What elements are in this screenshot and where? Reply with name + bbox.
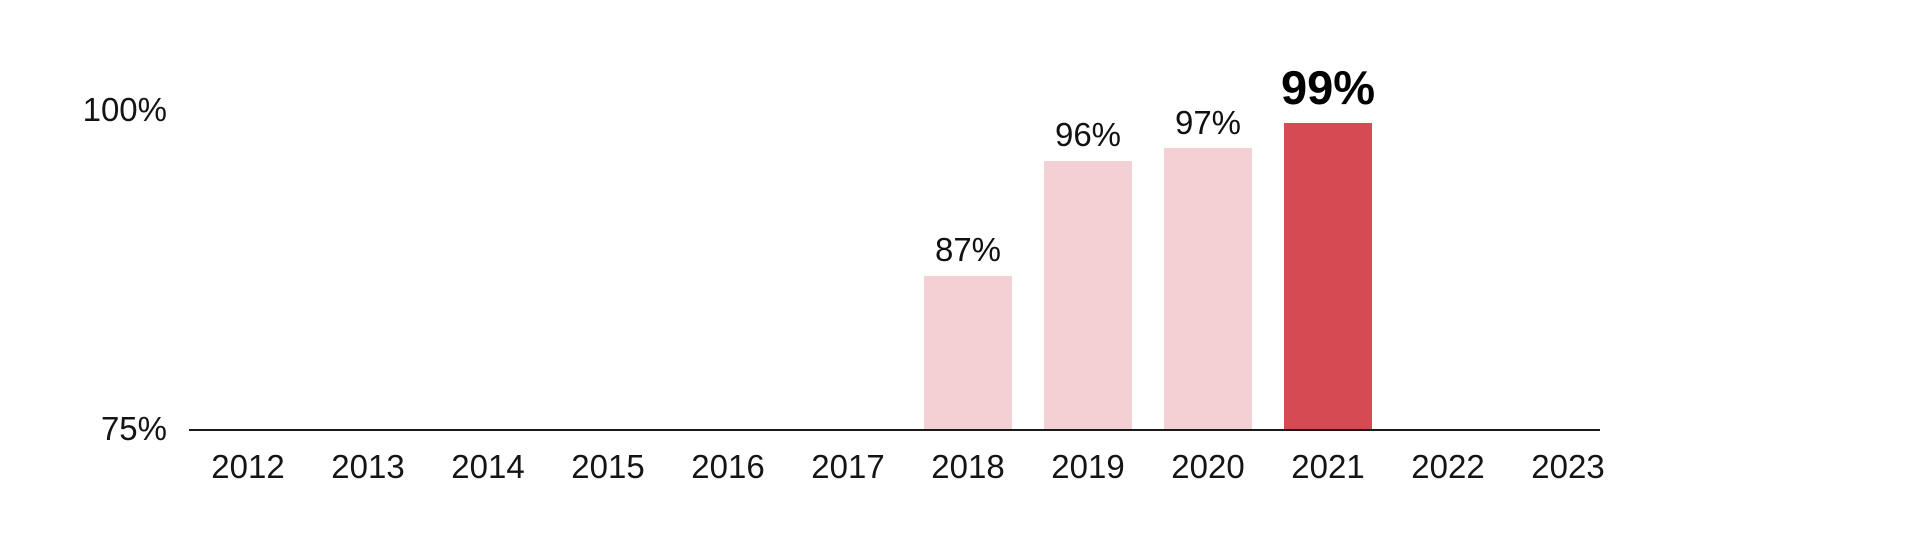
- x-axis-label-2013: 2013: [331, 448, 405, 485]
- x-axis-label-2012: 2012: [211, 448, 285, 485]
- bar-value-label-2018: 87%: [934, 231, 1002, 269]
- x-axis-label-2018: 2018: [931, 448, 1005, 485]
- x-axis-label-2016: 2016: [691, 448, 765, 485]
- x-axis-label-2020: 2020: [1171, 448, 1245, 485]
- x-axis-label-2014: 2014: [451, 448, 525, 485]
- x-axis-label-2017: 2017: [811, 448, 885, 485]
- bar-2021: [1284, 122, 1372, 429]
- bar-value-label-2020: 97%: [1174, 103, 1242, 141]
- x-axis-label-2023: 2023: [1531, 448, 1605, 485]
- x-axis-line: [189, 429, 1600, 431]
- y-axis-tick-75: 75%: [100, 410, 167, 447]
- bar-2019: [1044, 161, 1132, 429]
- bar-2018: [924, 275, 1012, 429]
- y-axis-tick-100: 100%: [82, 91, 167, 128]
- bar-value-label-2021: 99%: [1280, 61, 1376, 115]
- x-axis-label-2019: 2019: [1051, 448, 1125, 485]
- x-axis-label-2015: 2015: [571, 448, 645, 485]
- x-axis-label-2021: 2021: [1291, 448, 1365, 485]
- bar-2020: [1164, 148, 1252, 429]
- x-axis-label-2022: 2022: [1411, 448, 1485, 485]
- bar-value-label-2019: 96%: [1054, 116, 1122, 154]
